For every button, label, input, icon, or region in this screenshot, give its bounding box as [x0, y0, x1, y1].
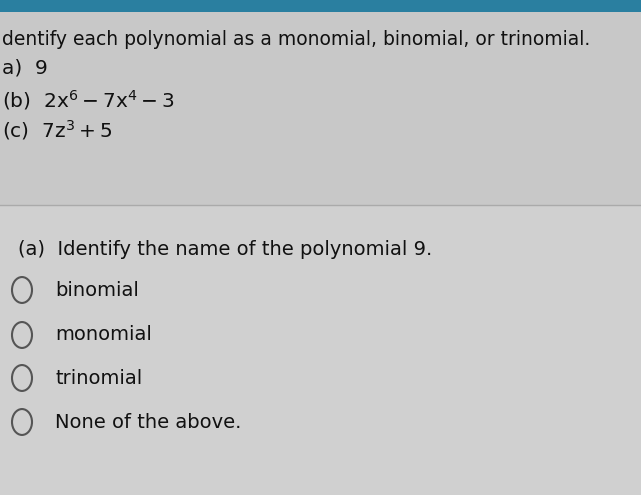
Text: trinomial: trinomial: [55, 368, 142, 388]
Text: (a)  Identify the name of the polynomial 9.: (a) Identify the name of the polynomial …: [18, 240, 432, 259]
Text: binomial: binomial: [55, 281, 139, 299]
Bar: [0, 0, 641, 205]
Text: monomial: monomial: [55, 326, 152, 345]
Bar: [0, 205, 641, 495]
Text: dentify each polynomial as a monomial, binomial, or trinomial.: dentify each polynomial as a monomial, b…: [2, 30, 590, 49]
Text: (c)  $\mathregular{7z^3 + 5}$: (c) $\mathregular{7z^3 + 5}$: [2, 118, 112, 142]
Text: (b)  $\mathregular{2x^6 - 7x^4 - 3}$: (b) $\mathregular{2x^6 - 7x^4 - 3}$: [2, 88, 175, 112]
Text: a)  9: a) 9: [2, 58, 47, 77]
Bar: [0, 0, 641, 12]
Text: None of the above.: None of the above.: [55, 412, 242, 432]
